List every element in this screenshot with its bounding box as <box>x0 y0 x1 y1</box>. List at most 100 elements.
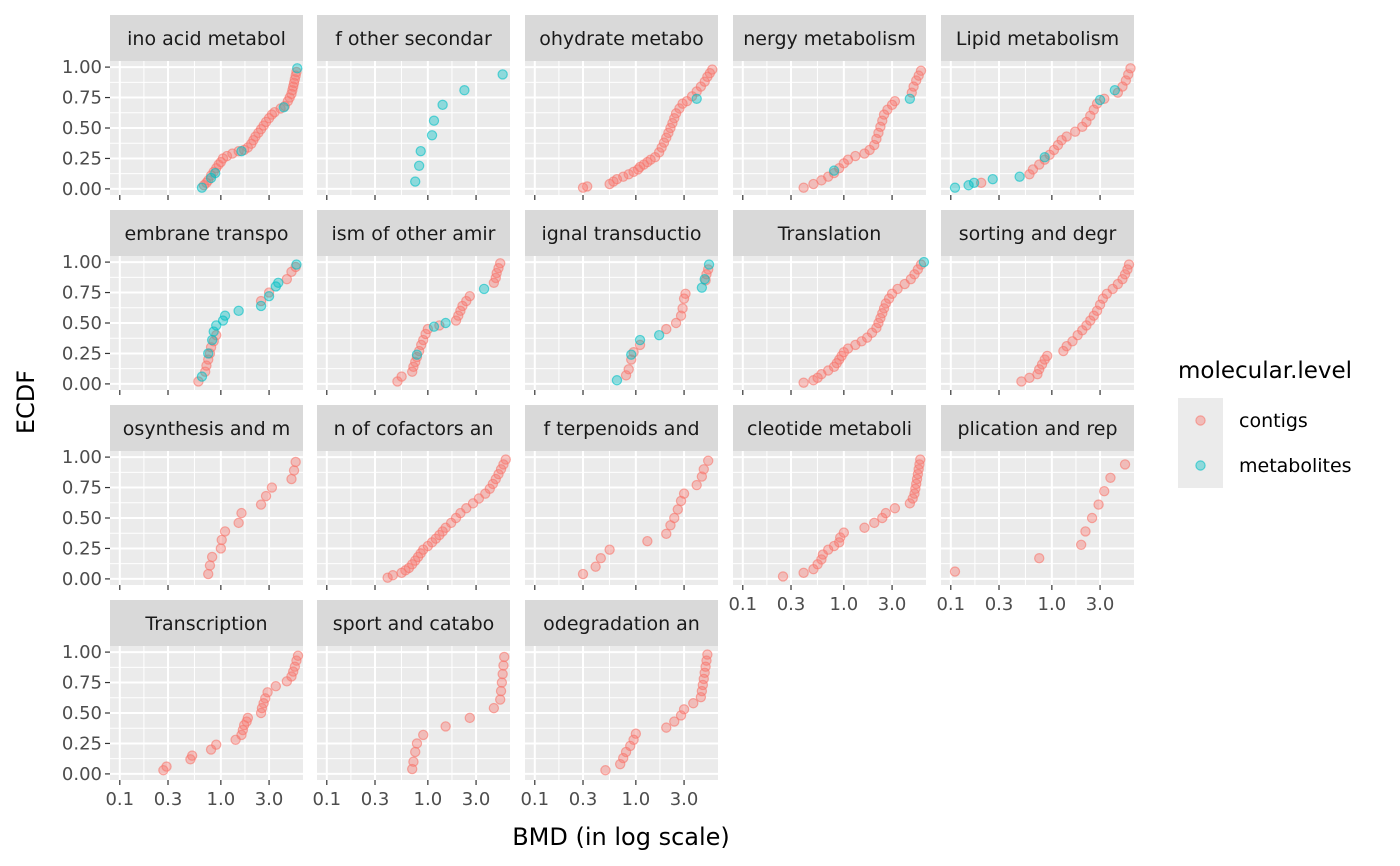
data-point-contigs <box>812 372 823 384</box>
data-point-contigs <box>698 464 709 475</box>
data-point-contigs <box>915 65 927 76</box>
facet-title: Transcription <box>144 613 267 635</box>
facet-strip <box>733 405 926 451</box>
data-point-metabolites <box>440 317 451 329</box>
data-point-contigs <box>699 76 710 87</box>
data-point-contigs <box>669 512 680 524</box>
x-tick-label: 3.0 <box>1086 594 1115 615</box>
facet-strip <box>525 15 718 61</box>
data-point-metabolites <box>1109 85 1121 96</box>
data-point-contigs <box>242 712 254 724</box>
data-point-metabolites <box>459 85 470 96</box>
data-point-metabolites <box>497 69 508 80</box>
facet-panel: Transcription <box>110 600 304 780</box>
y-tick-label: 0.00 <box>62 569 102 590</box>
data-point-contigs <box>1036 359 1048 370</box>
data-point-contigs <box>291 66 302 78</box>
facet-panel: Lipid metabolism <box>941 15 1136 195</box>
facet-title: cleotide metaboli <box>747 418 912 440</box>
data-point-contigs <box>411 351 423 363</box>
data-point-contigs <box>387 570 399 581</box>
data-point-contigs <box>798 377 809 388</box>
y-tick-label: 1.00 <box>62 447 102 468</box>
data-point-contigs <box>911 75 922 86</box>
facet-panels: ino acid metabol f other secondar ohydrate… <box>110 15 1136 780</box>
data-point-contigs <box>1042 350 1053 362</box>
x-axis-title: BMD (in log scale) <box>512 823 730 851</box>
data-point-contigs <box>908 81 919 92</box>
data-point-contigs <box>1094 299 1106 310</box>
data-point-contigs <box>498 660 509 671</box>
data-point-contigs <box>186 750 198 761</box>
y-tick-label: 1.00 <box>62 252 102 273</box>
data-point-contigs <box>856 336 867 347</box>
data-point-contigs <box>493 468 504 480</box>
data-point-metabolites <box>611 375 623 386</box>
facet-strip <box>110 210 303 256</box>
facet-strip <box>525 600 718 646</box>
data-point-contigs <box>850 150 861 162</box>
data-point-metabolites <box>278 102 290 113</box>
facet-panel: ohydrate metabo <box>525 15 718 195</box>
data-point-contigs <box>270 681 282 692</box>
data-point-contigs <box>777 571 789 582</box>
facet-strip <box>525 210 718 256</box>
data-point-contigs <box>707 64 718 75</box>
facet-title: Lipid metabolism <box>956 28 1119 50</box>
data-point-contigs <box>688 698 699 709</box>
data-point-contigs <box>426 537 438 548</box>
data-point-contigs <box>201 360 212 371</box>
y-tick-label: 0.25 <box>62 343 102 364</box>
data-point-metabolites <box>703 259 715 270</box>
data-point-contigs <box>289 661 301 672</box>
facet-strip <box>110 600 303 646</box>
data-point-contigs <box>614 758 626 770</box>
y-tick-label: 0.25 <box>62 148 102 169</box>
data-point-metabolites <box>233 305 244 317</box>
data-point-contigs <box>604 544 615 555</box>
facet-panel: embrane transpo <box>110 210 303 390</box>
y-tick-label: 0.50 <box>62 118 102 139</box>
data-point-contigs <box>236 507 247 519</box>
x-tick-label: 0.3 <box>361 789 390 810</box>
facet-panel: n of cofactors an <box>317 405 511 585</box>
x-tick-label: 3.0 <box>878 594 907 615</box>
x-tick-label: 1.0 <box>207 789 236 810</box>
data-point-contigs <box>488 702 500 714</box>
y-tick-label: 0.00 <box>62 764 102 785</box>
x-tick-label: 3.0 <box>255 789 284 810</box>
data-point-contigs <box>422 323 434 335</box>
data-point-metabolites <box>653 329 665 341</box>
data-point-contigs <box>661 323 672 335</box>
data-point-contigs <box>869 517 880 529</box>
data-point-contigs <box>653 147 665 158</box>
data-point-contigs <box>418 729 429 741</box>
data-point-contigs <box>590 561 601 572</box>
legend-swatch-contigs <box>1195 415 1206 426</box>
data-point-contigs <box>1119 269 1131 280</box>
data-point-metabolites <box>904 93 916 104</box>
data-point-metabolites <box>413 160 425 171</box>
legend-label: metabolites <box>1239 455 1352 477</box>
data-point-contigs <box>618 171 629 182</box>
data-point-metabolites <box>219 310 231 321</box>
data-point-contigs <box>1086 512 1098 524</box>
data-point-contigs <box>269 106 280 118</box>
data-point-contigs <box>628 734 639 746</box>
facet-strip <box>941 405 1134 451</box>
data-point-contigs <box>838 527 850 538</box>
data-point-contigs <box>798 567 809 579</box>
data-point-contigs <box>1125 63 1136 74</box>
data-point-contigs <box>880 507 891 519</box>
data-point-contigs <box>221 150 233 162</box>
data-point-contigs <box>206 551 218 563</box>
data-point-contigs <box>1091 305 1103 317</box>
facet-strip <box>941 15 1134 61</box>
data-point-contigs <box>450 315 462 326</box>
data-point-contigs <box>1061 131 1072 142</box>
facet-panel: nergy metabolism <box>733 15 927 195</box>
facet-title: sport and catabo <box>333 613 495 635</box>
data-point-contigs <box>678 704 690 715</box>
data-point-contigs <box>266 482 278 493</box>
data-point-contigs <box>1123 259 1135 270</box>
